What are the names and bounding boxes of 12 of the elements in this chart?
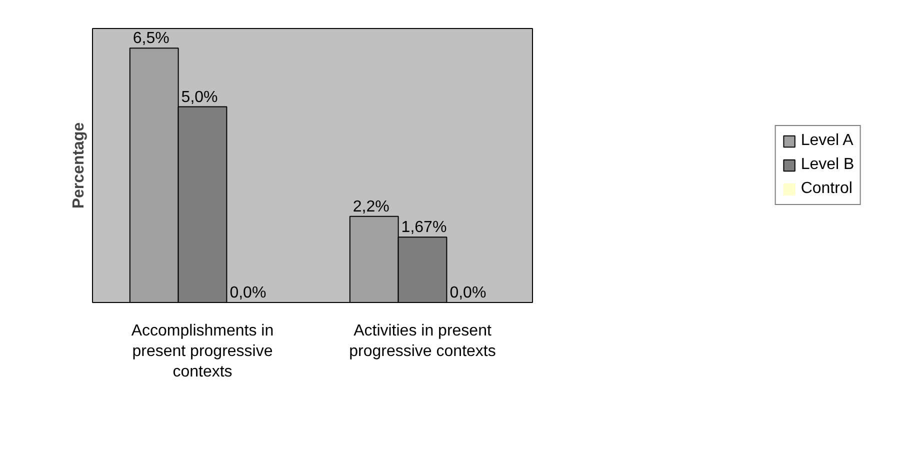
x-tick-label: Activities in present progressive contexts	[349, 322, 496, 360]
y-axis-title: Percentage	[70, 122, 88, 209]
data-label: 0,0%	[450, 284, 486, 302]
data-label: 0,0%	[230, 284, 266, 302]
legend-label: Level B	[800, 156, 854, 174]
data-label: 6,5%	[132, 30, 170, 48]
x-tick-label: Accomplishments in present progressive contexts	[131, 322, 274, 380]
data-label: 1,67%	[401, 219, 447, 236]
data-label: 5,0%	[181, 88, 218, 106]
legend-label: Level A	[800, 132, 854, 150]
data-label: 2,2%	[352, 198, 390, 216]
legend-label: Control	[800, 180, 852, 198]
